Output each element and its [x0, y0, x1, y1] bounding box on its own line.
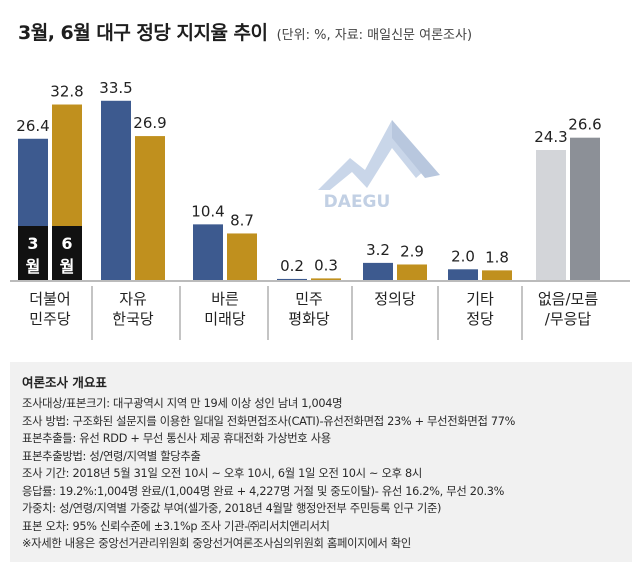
- survey-info-lines: 조사대상/표본크기: 대구광역시 지역 만 19세 이상 성인 남녀 1,004…: [22, 395, 620, 553]
- legend: 3 월 6 월: [18, 226, 82, 280]
- value-label-june-2: 8.7: [230, 211, 254, 229]
- category-label-3: 민주: [295, 290, 323, 308]
- category-label-0: 더불어: [29, 290, 70, 308]
- chart-subtitle: (단위: %, 자료: 매일신문 여론조사): [276, 28, 473, 43]
- category-label-0: 민주당: [29, 310, 71, 328]
- chart-title: 3월, 6월 대구 정당 지지율 추이: [18, 22, 268, 44]
- survey-info-line: ※자세한 내용은 중앙선거관리위원회 중앙선거여론조사심의위원회 홈페이지에서 …: [22, 537, 411, 550]
- category-label-4: 정의당: [374, 290, 416, 308]
- value-label-june-5: 1.8: [485, 248, 509, 266]
- survey-info-title: 여론조사 개요표: [22, 375, 107, 390]
- bar-june-1: [135, 136, 165, 280]
- bar-june-6: [570, 137, 600, 280]
- survey-info-line: 응답률: 19.2%:1,004명 완료/(1,004명 완료 + 4,227명…: [22, 484, 505, 498]
- survey-info-box: 여론조사 개요표 조사대상/표본크기: 대구광역시 지역 만 19세 이상 성인…: [10, 362, 632, 562]
- category-label-3: 평화당: [288, 310, 330, 328]
- category-label-6: 없음/모름: [538, 290, 598, 308]
- category-label-2: 바른: [211, 290, 239, 308]
- bar-march-3: [277, 278, 307, 280]
- value-label-march-5: 2.0: [451, 247, 475, 265]
- value-label-june-4: 2.9: [400, 242, 424, 260]
- bar-march-2: [193, 224, 223, 280]
- survey-info-line: 가중치: 성/연령/지역별 가중값 부여(셀가중, 2018년 4월말 행정안전…: [22, 502, 442, 515]
- value-label-june-1: 26.9: [133, 114, 166, 132]
- survey-info-line: 조사 기간: 2018년 5월 31일 오전 10시 ~ 오후 10시, 6월 …: [22, 467, 422, 480]
- category-label-1: 한국당: [112, 310, 154, 328]
- legend-box-0: [18, 226, 48, 280]
- legend-unit-0: 월: [26, 257, 41, 276]
- bar-march-1: [101, 100, 131, 281]
- category-label-5: 기타: [466, 290, 494, 308]
- bar-chart: DAEGU 26.432.8 33.526.9 10.4 8.7 0.2 0.3 3.2 2.…: [10, 79, 630, 340]
- survey-info-line: 조사 방법: 구조화된 설문지를 이용한 일대일 전화면접조사(CATI)-유선…: [22, 414, 516, 428]
- bar-june-3: [311, 278, 341, 280]
- value-label-march-6: 24.3: [534, 128, 567, 146]
- category-label-1: 자유: [119, 290, 147, 308]
- logo-text: DAEGU: [324, 192, 391, 212]
- value-label-june-3: 0.3: [314, 256, 338, 274]
- bar-series: 26.432.8 33.526.9 10.4 8.7 0.2 0.3 3.2 2.9 2.0 1.…: [16, 79, 602, 281]
- legend-label-0: 3: [27, 234, 38, 253]
- category-label-5: 정당: [466, 310, 494, 328]
- header: 3월, 6월 대구 정당 지지율 추이 (단위: %, 자료: 매일신문 여론조…: [18, 18, 472, 45]
- value-label-june-6: 26.6: [568, 116, 601, 134]
- daegu-logo: DAEGU: [318, 120, 440, 212]
- survey-info-line: 표본추출방법: 성/연령/지역별 할당추출: [22, 449, 201, 463]
- bar-march-5: [448, 269, 478, 280]
- legend-unit-1: 월: [60, 257, 75, 276]
- survey-info-line: 표본추출틀: 유선 RDD + 무선 통신사 제공 휴대전화 가상번호 사용: [22, 432, 331, 445]
- legend-label-1: 6: [61, 234, 72, 253]
- category-label-6: /무응답: [545, 310, 592, 328]
- bar-june-2: [227, 233, 257, 280]
- value-label-march-3: 0.2: [280, 257, 304, 275]
- value-label-march-4: 3.2: [366, 241, 390, 259]
- survey-info-line: 표본 오차: 95% 신뢰수준에 ±3.1%p 조사 기관-㈜리서치앤리서치: [22, 519, 330, 533]
- legend-box-1: [52, 226, 82, 280]
- separators: [91, 286, 523, 340]
- bar-march-4: [363, 262, 393, 280]
- survey-info-line: 조사대상/표본크기: 대구광역시 지역 만 19세 이상 성인 남녀 1,004…: [22, 397, 343, 410]
- value-label-june-0: 32.8: [50, 83, 83, 101]
- bar-june-4: [397, 264, 427, 280]
- value-label-march-2: 10.4: [191, 202, 224, 220]
- value-label-march-0: 26.4: [16, 117, 49, 135]
- bar-march-6: [536, 149, 566, 280]
- value-label-march-1: 33.5: [99, 79, 132, 97]
- category-label-2: 미래당: [204, 310, 246, 328]
- bar-june-5: [482, 270, 512, 280]
